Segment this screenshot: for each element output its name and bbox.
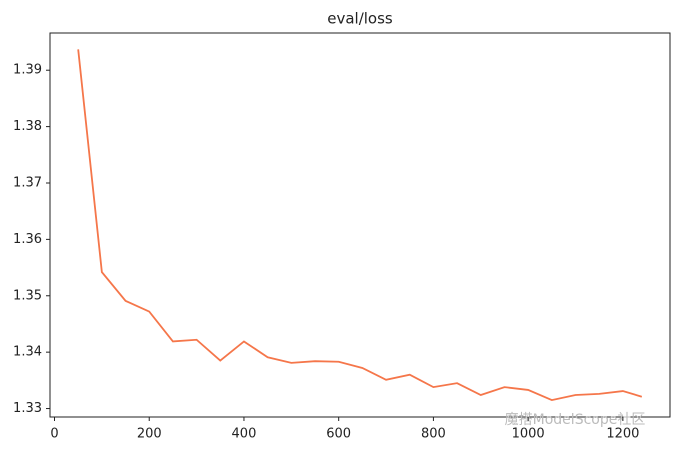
x-tick-label: 200: [137, 427, 162, 442]
y-tick-label: 1.35: [13, 288, 42, 303]
y-tick-label: 1.34: [13, 345, 42, 360]
x-tick-label: 400: [232, 427, 257, 442]
watermark: 魔搭ModelScope社区: [505, 412, 646, 428]
line: [77, 49, 643, 402]
chart-title: eval/loss: [327, 10, 393, 28]
x-tick-label: 600: [326, 427, 351, 442]
y-tick-label: 1.37: [13, 175, 42, 190]
y-tick-label: 1.36: [13, 232, 42, 247]
x-tick-label: 1200: [606, 427, 639, 442]
x-tick-label: 800: [421, 427, 446, 442]
x-tick-label: 1000: [512, 427, 545, 442]
y-tick-label: 1.33: [13, 401, 42, 416]
x-tick-label: 0: [50, 427, 58, 442]
plot-frame: [49, 32, 671, 418]
y-tick-label: 1.38: [13, 119, 42, 134]
y-tick-label: 1.39: [13, 63, 42, 78]
